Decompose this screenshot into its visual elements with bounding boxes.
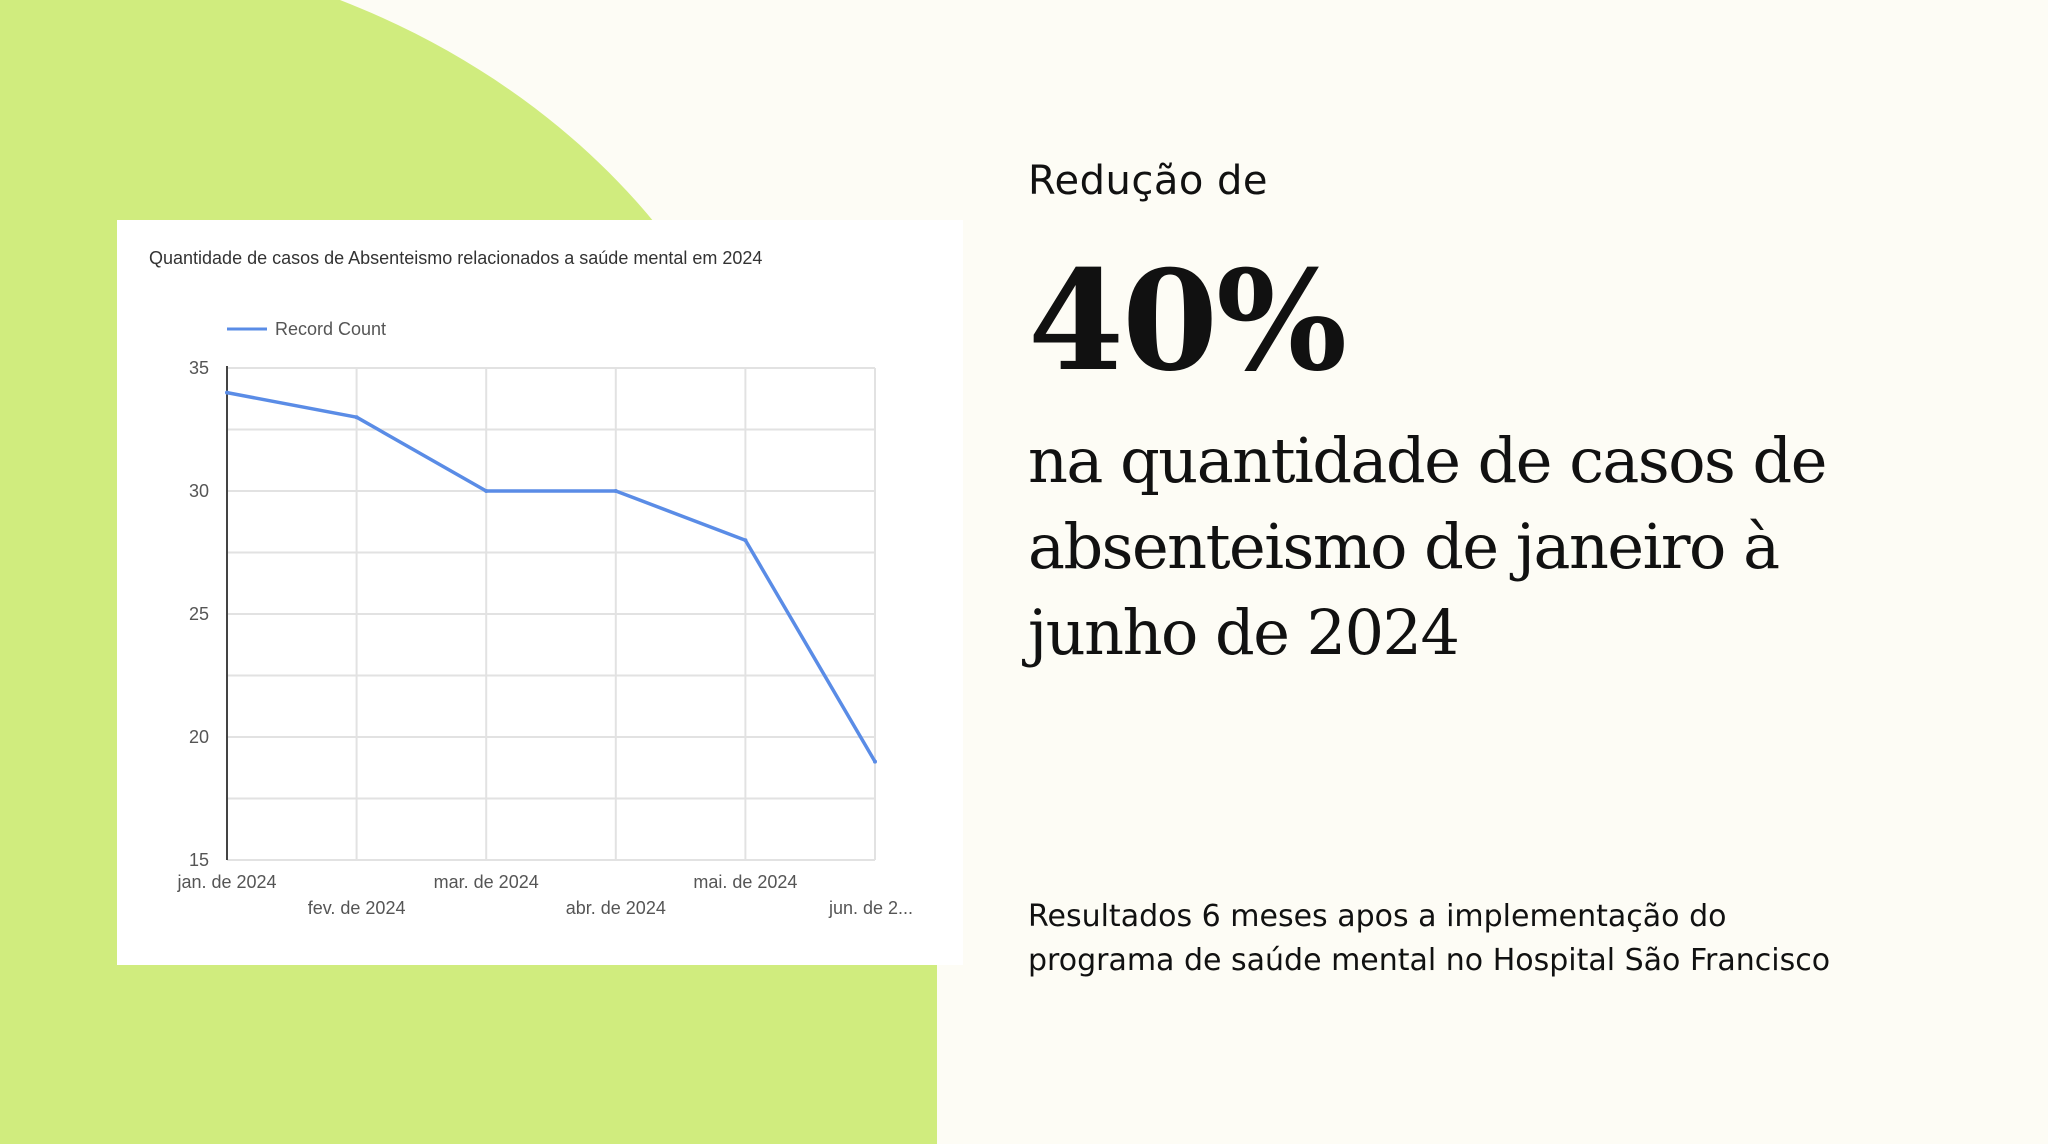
data-point [743,538,748,543]
x-tick-label: fev. de 2024 [308,898,406,918]
footnote-text: Resultados 6 meses apos a implementação … [1028,899,1831,978]
data-point [873,759,877,764]
x-tick-label: jan. de 2024 [176,872,276,892]
data-point [225,390,229,395]
data-point [613,489,618,493]
big-percentage: 40% [1028,239,1347,402]
x-tick-label: abr. de 2024 [566,898,666,918]
data-point [354,415,359,420]
line-chart: Quantidade de casos de Absenteismo relac… [149,248,913,918]
x-tick-label: mar. de 2024 [434,872,539,892]
kicker-text: Redução de [1028,158,1269,204]
y-tick-label: 35 [189,358,209,378]
chart-card: Quantidade de casos de Absenteismo relac… [117,220,963,965]
legend-label: Record Count [275,319,386,339]
chart-title: Quantidade de casos de Absenteismo relac… [149,248,762,268]
x-tick-label: jun. de 2... [828,898,913,918]
data-point [484,489,489,493]
headline-text: na quantidade de casos de absenteismo de… [1028,424,1827,669]
y-tick-label: 15 [189,850,209,870]
y-tick-label: 30 [189,481,209,501]
y-tick-label: 20 [189,727,209,747]
x-tick-label: mai. de 2024 [693,872,797,892]
y-tick-label: 25 [189,604,209,624]
series-line-record-count [226,390,877,763]
